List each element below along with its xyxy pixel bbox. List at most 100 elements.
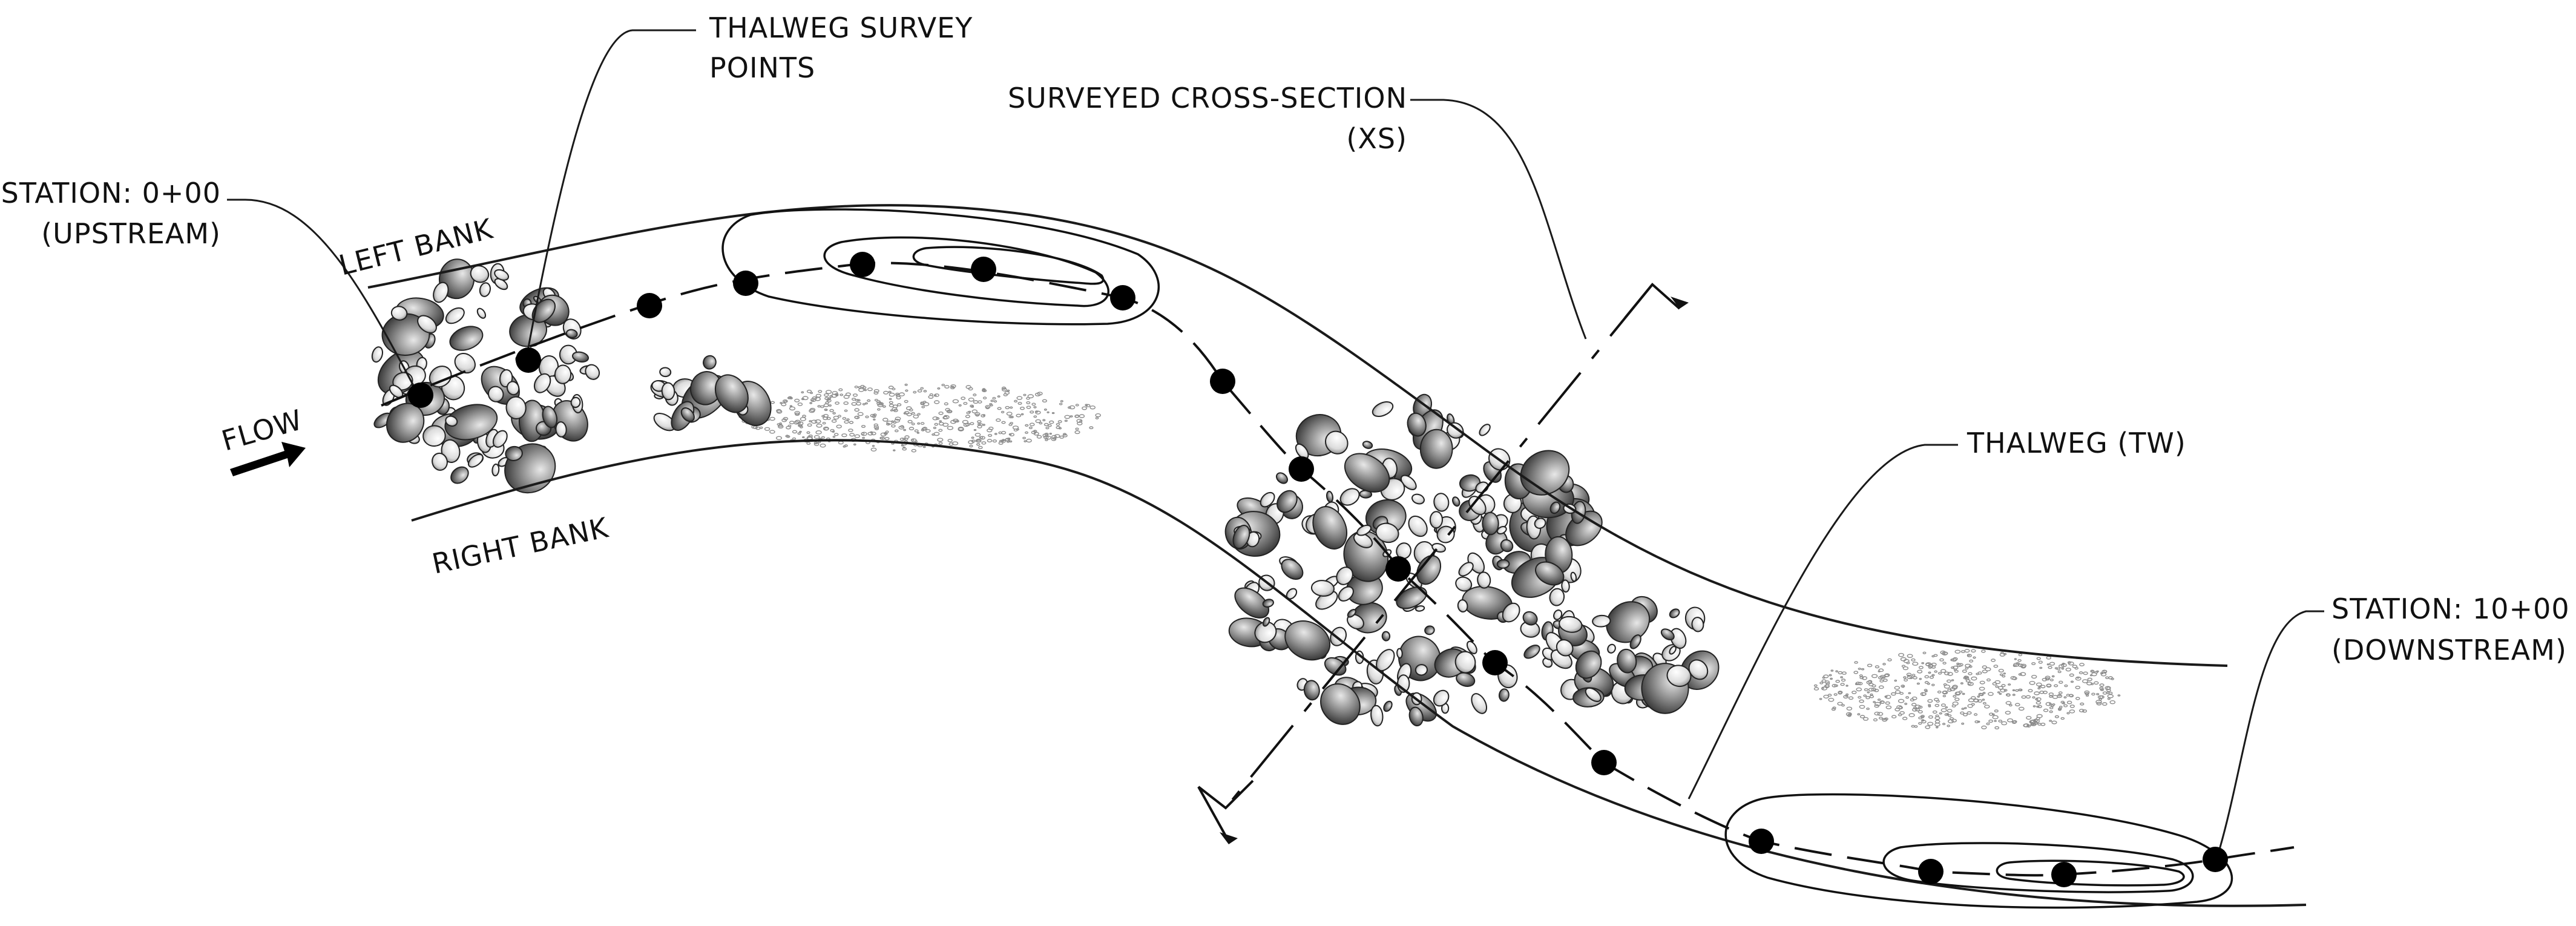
gravel-speck (1925, 662, 1932, 666)
gravel-speck (880, 432, 887, 437)
gravel-speck (2095, 700, 2102, 704)
cobble (1502, 602, 1520, 623)
gravel-speck (2107, 697, 2111, 700)
gravel-speck (1901, 685, 1905, 688)
gravel-speck (2074, 666, 2078, 670)
gravel-speck (1039, 422, 1043, 425)
survey-point (2051, 862, 2077, 887)
gravel-speck (789, 421, 795, 424)
gravel-speck (870, 447, 877, 452)
gravel-speck (1042, 399, 1048, 402)
gravel-speck (1874, 689, 1879, 692)
gravel-speck (911, 448, 917, 453)
cobble (1414, 605, 1425, 612)
gravel-speck (837, 415, 842, 418)
gravel-speck (778, 424, 784, 429)
gravel-speck (1044, 433, 1049, 436)
gravel-speck (895, 416, 901, 421)
gravel-speck (1869, 695, 1874, 698)
gravel-speck (1095, 416, 1099, 419)
gravel-speck (864, 389, 867, 392)
gravel-speck (777, 423, 781, 426)
gravel-speck (937, 387, 941, 390)
gravel-speck (876, 400, 881, 403)
gravel-speck (799, 430, 802, 433)
gravel-speck (854, 434, 861, 438)
gravel-speck (2049, 706, 2054, 709)
gravel-speck (2039, 691, 2045, 694)
gravel-speck (1008, 433, 1012, 436)
gravel-speck (1931, 683, 1935, 686)
gravel-speck (903, 429, 907, 432)
gravel-speck (877, 403, 884, 407)
gravel-speck (1813, 684, 1818, 687)
gravel-speck (838, 441, 844, 445)
gravel-speck (1935, 726, 1939, 729)
gravel-speck (1837, 701, 1843, 706)
cobble (1670, 628, 1687, 649)
cobble (505, 396, 527, 419)
gravel-speck (932, 433, 935, 436)
gravel-speck (1007, 438, 1011, 441)
gravel-speck (811, 399, 814, 402)
gravel-speck (1023, 393, 1027, 396)
gravel-speck (917, 422, 921, 425)
gravel-speck (1913, 676, 1917, 680)
gravel-speck (1834, 684, 1838, 688)
gravel-speck (826, 416, 831, 420)
survey-point (733, 271, 758, 296)
gravel-speck (1064, 415, 1071, 419)
gravel-speck (1898, 698, 1905, 703)
gravel-speck (2078, 709, 2085, 713)
gravel-speck (1026, 396, 1030, 400)
gravel-speck (1924, 689, 1928, 692)
gravel-speck (1929, 675, 1934, 679)
survey-point (1110, 285, 1135, 310)
gravel-speck (976, 443, 981, 446)
gravel-speck (873, 413, 877, 416)
gravel-speck (861, 425, 866, 428)
gravel-speck (871, 432, 876, 436)
gravel-speck (854, 415, 860, 419)
gravel-speck (2000, 651, 2004, 654)
gravel-speck (1894, 690, 1901, 694)
gravel-speck (822, 422, 826, 425)
gravel-speck (1985, 667, 1991, 672)
gravel-speck (920, 422, 925, 425)
gravel-speck (2075, 686, 2081, 689)
gravel-speck (1877, 712, 1884, 716)
gravel-speck (2031, 662, 2036, 665)
gravel-speck (911, 422, 915, 425)
gravel-speck (1841, 704, 1845, 707)
gravel-speck (1962, 713, 1968, 717)
gravel-speck (806, 389, 812, 393)
gravel-speck (1000, 439, 1006, 443)
gravel-speck (1085, 404, 1088, 407)
gravel-speck (1009, 440, 1013, 443)
gravel-speck (2096, 670, 2099, 672)
cobble (1276, 490, 1298, 513)
gravel-speck (1001, 386, 1007, 390)
gravel-speck (905, 389, 908, 392)
gravel-speck (1917, 710, 1923, 714)
gravel-speck (1917, 669, 1923, 674)
gravel-speck (993, 400, 997, 403)
gravel-speck (1005, 406, 1010, 410)
gravel-speck (800, 417, 806, 421)
cobble (1324, 657, 1347, 676)
gravel-speck (948, 442, 954, 446)
gravel-speck (969, 444, 973, 448)
cobble (487, 386, 504, 402)
gravel-speck (1043, 422, 1049, 427)
gravel-speck (825, 390, 832, 394)
cobble (417, 315, 437, 333)
leader-station-downstream (2217, 610, 2324, 854)
cobble (1375, 522, 1399, 543)
gravel-speck (1846, 706, 1853, 711)
gravel-speck (833, 433, 839, 436)
gravel-speck (2037, 687, 2041, 690)
gravel-speck (1973, 656, 1976, 659)
gravel-speck (806, 431, 810, 434)
gravel-speck (2084, 690, 2090, 694)
gravel-speck (933, 427, 937, 429)
